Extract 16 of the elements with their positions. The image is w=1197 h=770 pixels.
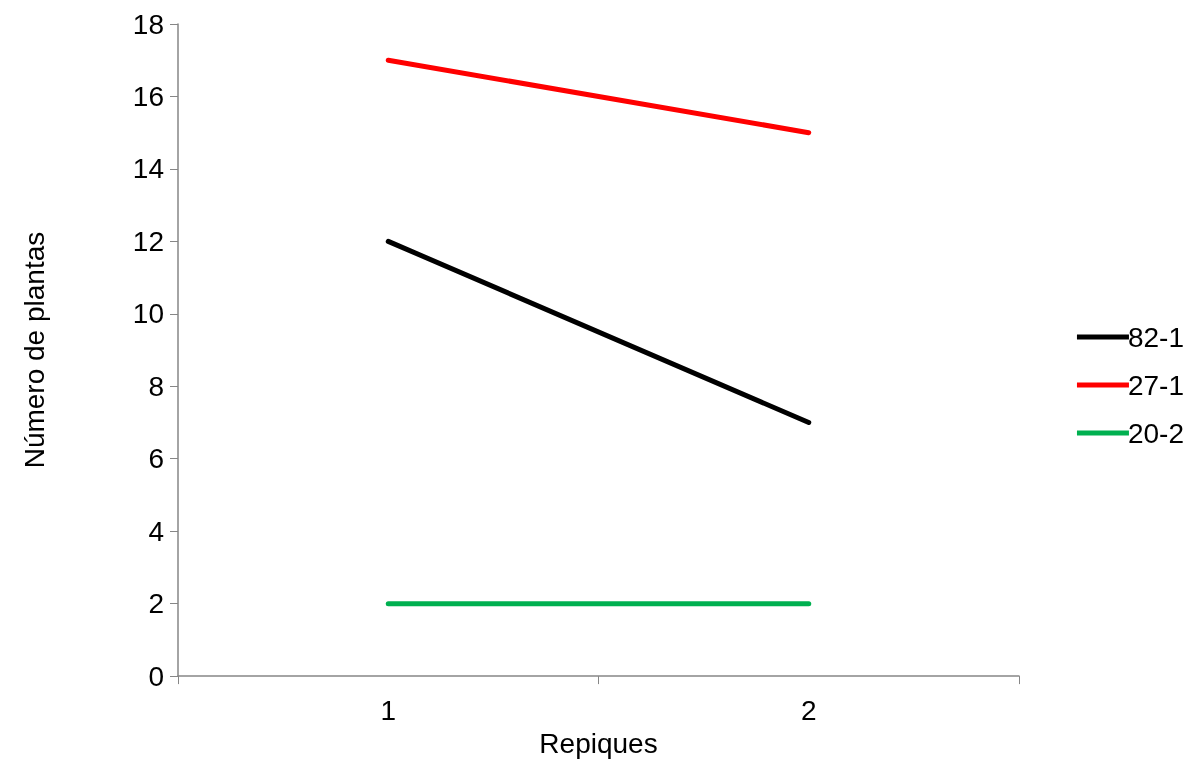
y-tick-label: 2 [148, 588, 164, 620]
legend-label: 27-1 [1127, 369, 1185, 401]
y-tick-label: 12 [132, 225, 164, 257]
y-tick-label: 4 [148, 515, 164, 547]
y-tick-label: 18 [132, 8, 164, 40]
y-tick-label: 0 [148, 660, 164, 692]
y-tick-label: 6 [148, 443, 164, 475]
x-axis-title: Repiques [539, 727, 658, 759]
x-tick-label: 1 [380, 694, 397, 726]
y-tick-label: 16 [132, 80, 164, 112]
y-tick-label: 10 [132, 298, 164, 330]
y-axis-title: Número de plantas [18, 231, 50, 469]
y-tick-label: 8 [148, 370, 164, 402]
y-tick-label: 14 [132, 153, 164, 185]
legend-label: 20-2 [1127, 417, 1185, 449]
legend-label: 82-1 [1127, 321, 1185, 353]
